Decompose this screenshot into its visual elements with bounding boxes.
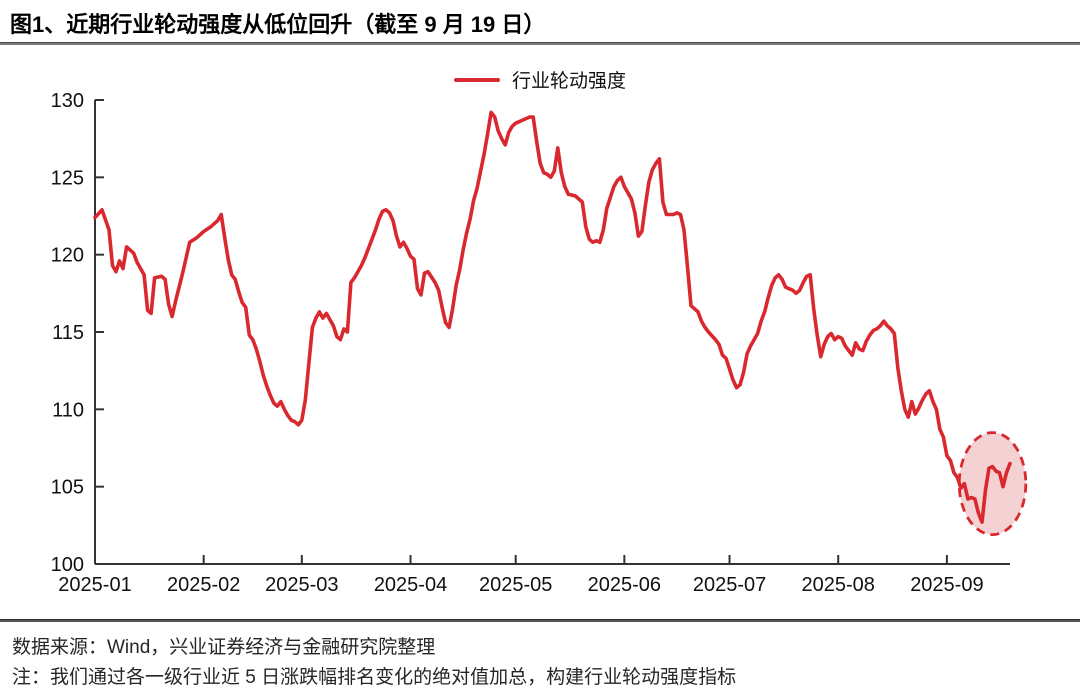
methodology-note-text: 注：我们通过各一级行业近 5 日涨跌幅排名变化的绝对值加总，构建行业轮动强度指标: [12, 667, 737, 688]
x-tick-label: 2025-06: [588, 574, 661, 596]
series-line: [93, 110, 1012, 525]
figure-title: 图1、近期行业轮动强度从低位回升（截至 9 月 19 日）: [10, 12, 546, 37]
x-tick-label: 2025-07: [693, 574, 766, 596]
x-tick-label: 2025-08: [802, 574, 875, 596]
legend-label: 行业轮动强度: [511, 71, 626, 92]
axes: 100 105 110 115 120 125 130 2025-01 2025-02 2025-…: [51, 90, 1010, 596]
y-tick-label: 125: [51, 167, 84, 189]
legend-line-swatch-icon: [453, 77, 500, 82]
chart-legend: 行业轮动强度: [0, 66, 1080, 93]
y-tick-label: 120: [51, 245, 84, 267]
title-divider: [0, 42, 1080, 45]
footer-divider: [0, 619, 1080, 622]
x-tick-label: 2025-04: [374, 574, 447, 596]
y-tick-label: 105: [51, 477, 84, 499]
x-tick-label: 2025-01: [58, 574, 131, 596]
y-tick-label: 100: [51, 554, 84, 576]
y-tick-label: 130: [51, 90, 84, 112]
y-tick-label: 115: [52, 322, 84, 344]
x-tick-label: 2025-02: [167, 574, 240, 596]
data-source-text: 数据来源：Wind，兴业证券经济与金融研究院整理: [12, 637, 436, 658]
y-tick-label: 110: [52, 399, 84, 421]
highlight-ellipse-outline: [957, 431, 1028, 537]
x-tick-label: 2025-09: [910, 574, 983, 596]
x-tick-label: 2025-05: [479, 574, 552, 596]
x-tick-label: 2025-03: [265, 574, 338, 596]
